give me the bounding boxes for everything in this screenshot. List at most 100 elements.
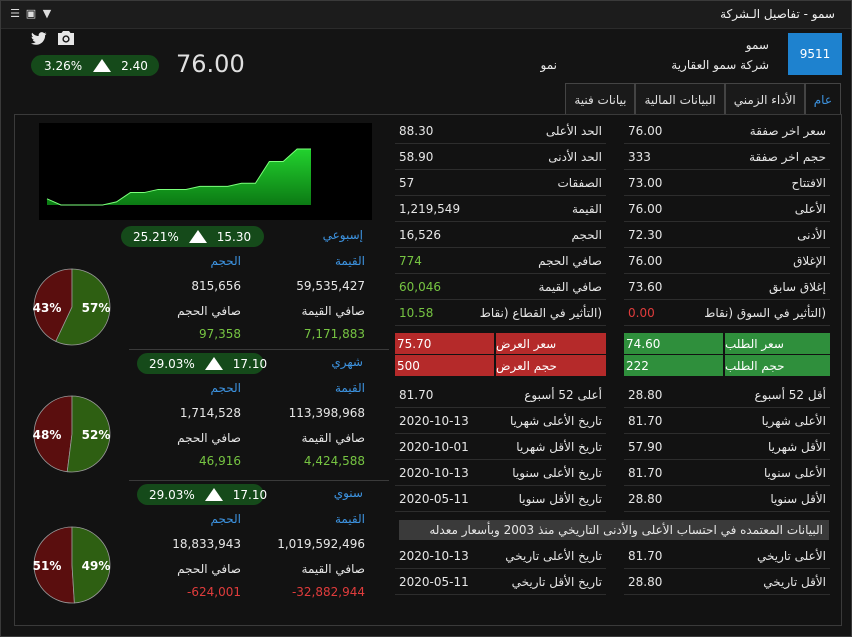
period-net-value: -32,882,944 [291, 585, 365, 599]
daily-change-pct: 3.26% [44, 58, 83, 73]
stat-value: 88.30 [399, 124, 434, 138]
period-name: إسبوعي [322, 228, 363, 242]
menu-icon[interactable]: ☰ [10, 7, 20, 20]
stat-value: 72.30 [628, 228, 663, 242]
bid-volume-label: حجم الطلب [725, 358, 785, 373]
period-divider [129, 480, 389, 481]
stat-row: الأعلى تاريخي 81.70 [624, 543, 830, 569]
ask-price-cell: 75.70 [395, 333, 494, 354]
window-title: سمو - تفاصيل الـشركة [720, 7, 835, 21]
stat-value: 333 [628, 150, 651, 164]
period-volume: 1,714,528 [179, 406, 241, 420]
intraday-sparkline-chart [39, 123, 372, 220]
historical-note-text: البيانات المعتمده في احتساب الأعلى والأد… [429, 523, 823, 537]
period-name: سنوي [333, 486, 363, 500]
up-arrow-icon [204, 488, 223, 501]
tab-general[interactable]: عام [804, 83, 841, 115]
pie-label-positive: 52% [82, 428, 111, 442]
period-pie-chart: 49% 51% [33, 526, 111, 604]
stat-label: الحجم [571, 228, 602, 242]
bid-volume-label-cell: حجم الطلب [725, 355, 830, 376]
restore-icon[interactable]: ▣ [25, 7, 37, 20]
symbol-name: سمو [745, 38, 769, 52]
stat-value: 76.00 [628, 124, 663, 138]
camera-icon[interactable] [57, 30, 75, 50]
stat-row: أقل 52 أسبوع 28.80 [624, 382, 830, 408]
pie-label-positive: 57% [82, 301, 111, 315]
stat-value: 10.58 [399, 306, 434, 320]
pie-label-negative: 51% [33, 559, 62, 573]
daily-change: 2.40 [121, 58, 148, 73]
period-change-pill: 29.03% 17.10 [137, 353, 267, 374]
pie-label-positive: 49% [82, 559, 111, 573]
daily-change-pill: 3.26% 2.40 [31, 55, 159, 76]
stat-value: 81.70 [628, 549, 663, 563]
stat-value: 28.80 [628, 575, 663, 589]
period-net-value: 4,424,588 [303, 454, 365, 468]
title-bar: ☰ ▣ ▼ سمو - تفاصيل الـشركة [1, 1, 851, 29]
tab-bar: عام الأداء الزمني البيانات المالية بيانا… [565, 83, 841, 115]
ask-volume-label-cell: حجم العرض [496, 355, 606, 376]
stat-value: 1,219,549 [399, 202, 461, 216]
period-value: 1,019,592,496 [277, 537, 365, 551]
stat-label: إغلاق سابق [769, 280, 826, 294]
tab-time-performance[interactable]: الأداء الزمني [724, 83, 805, 115]
stat-row: الأقل سنويا 28.80 [624, 486, 830, 512]
stat-value: 774 [399, 254, 422, 268]
ask-volume: 500 [397, 358, 420, 373]
stat-row: الأدنى 72.30 [624, 222, 830, 248]
tab-financial-data[interactable]: البيانات المالية [635, 83, 725, 115]
ask-price: 75.70 [397, 336, 432, 351]
pie-slice-negative [33, 526, 75, 604]
last-price: 76.00 [176, 50, 245, 78]
stat-value: 2020-10-13 [399, 466, 469, 480]
stat-row: أعلى 52 أسبوع 81.70 [395, 382, 606, 408]
stat-label: الأقل شهريا [767, 440, 826, 454]
tab-general-label: عام [813, 92, 832, 107]
stat-row: القيمة 1,219,549 [395, 196, 606, 222]
period-volume-label: الحجم [210, 254, 241, 268]
bid-price-cell: 74.60 [624, 333, 723, 354]
stat-value: 81.70 [628, 466, 663, 480]
stat-row: تاريخ الأقل شهريا 2020-10-01 [395, 434, 606, 460]
pie-label-negative: 48% [33, 428, 62, 442]
bid-volume: 222 [626, 358, 649, 373]
stat-value: 28.80 [628, 492, 663, 506]
up-arrow-icon [204, 357, 223, 370]
stat-value: 81.70 [628, 414, 663, 428]
stat-row: الأقل تاريخي 28.80 [624, 569, 830, 595]
bid-price-label: سعر الطلب [725, 336, 784, 351]
stat-value: 2020-10-13 [399, 549, 469, 563]
pie-label-negative: 43% [33, 301, 62, 315]
period-volume-label: الحجم [210, 512, 241, 526]
period-net-volume: -624,001 [187, 585, 241, 599]
twitter-icon[interactable] [31, 31, 47, 50]
ask-price-label-cell: سعر العرض [496, 333, 606, 354]
up-arrow-icon [188, 230, 207, 243]
stat-value: 60,046 [399, 280, 441, 294]
ask-volume-label: حجم العرض [496, 358, 557, 373]
period-net-value-label: صافي القيمة [301, 304, 365, 318]
ask-volume-cell: 500 [395, 355, 494, 376]
period-change: 15.30 [216, 229, 252, 244]
pie-slice-negative [33, 268, 73, 342]
period-change-pct: 25.21% [133, 229, 179, 244]
stat-row: سعر اخر صفقة 76.00 [624, 118, 830, 144]
tab-time-performance-label: الأداء الزمني [733, 92, 796, 107]
dropdown-icon[interactable]: ▼ [42, 7, 52, 20]
stat-label: أقل 52 أسبوع [754, 388, 826, 402]
stat-row: الحد الأعلى 88.30 [395, 118, 606, 144]
stat-label: تاريخ الأعلى سنويا [512, 466, 602, 480]
stat-row: صافي الحجم 774 [395, 248, 606, 274]
stat-row: الأعلى 76.00 [624, 196, 830, 222]
period-value: 59,535,427 [296, 279, 365, 293]
ask-price-label: سعر العرض [496, 336, 557, 351]
period-name: شهري [331, 355, 363, 369]
stat-row: الافتتاح 73.00 [624, 170, 830, 196]
stat-row: تاريخ الأقل تاريخي 2020-05-11 [395, 569, 606, 595]
stat-row: الإغلاق 76.00 [624, 248, 830, 274]
tab-technical-data[interactable]: بيانات فنية [565, 83, 636, 115]
stat-row: (التأثير في السوق (نقاط 0.00 [624, 300, 830, 326]
symbol-code-box: 9511 [788, 33, 842, 75]
